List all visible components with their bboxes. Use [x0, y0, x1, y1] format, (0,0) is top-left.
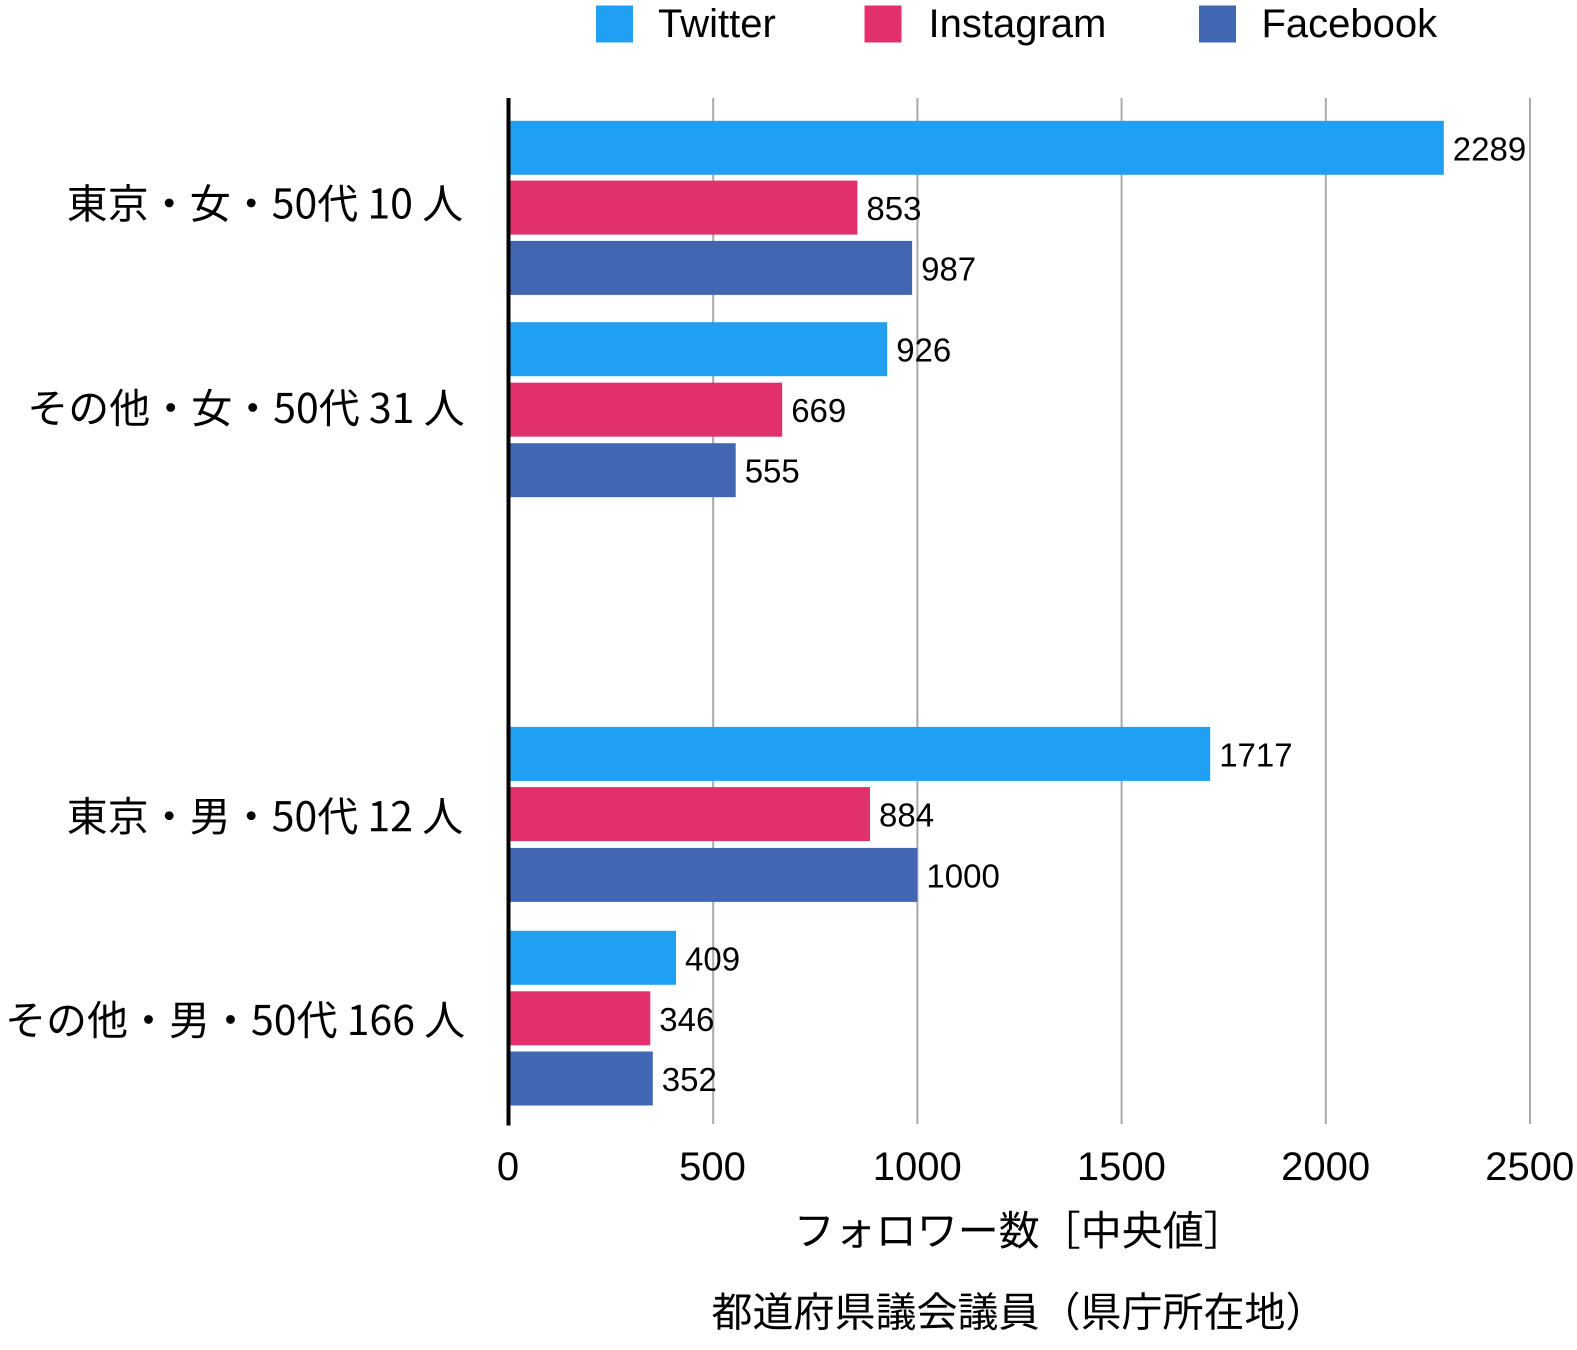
svg-text:352: 352	[662, 1061, 717, 1098]
svg-text:1500: 1500	[1077, 1145, 1166, 1189]
svg-text:346: 346	[659, 1001, 714, 1038]
svg-text:1000: 1000	[873, 1145, 962, 1189]
svg-text:2500: 2500	[1485, 1145, 1574, 1189]
svg-text:2000: 2000	[1281, 1145, 1370, 1189]
svg-text:1717: 1717	[1219, 736, 1292, 773]
svg-text:1000: 1000	[926, 857, 999, 894]
svg-text:669: 669	[791, 392, 846, 429]
svg-text:500: 500	[679, 1145, 746, 1189]
svg-text:Instagram: Instagram	[929, 2, 1107, 46]
svg-text:853: 853	[866, 190, 921, 227]
svg-text:884: 884	[879, 797, 934, 834]
svg-text:409: 409	[685, 940, 740, 977]
svg-text:926: 926	[896, 332, 951, 369]
svg-text:Facebook: Facebook	[1262, 2, 1439, 46]
svg-text:2289: 2289	[1453, 130, 1526, 167]
svg-text:987: 987	[921, 250, 976, 287]
svg-text:555: 555	[745, 453, 800, 490]
svg-text:Twitter: Twitter	[658, 2, 776, 46]
svg-text:0: 0	[497, 1145, 519, 1189]
